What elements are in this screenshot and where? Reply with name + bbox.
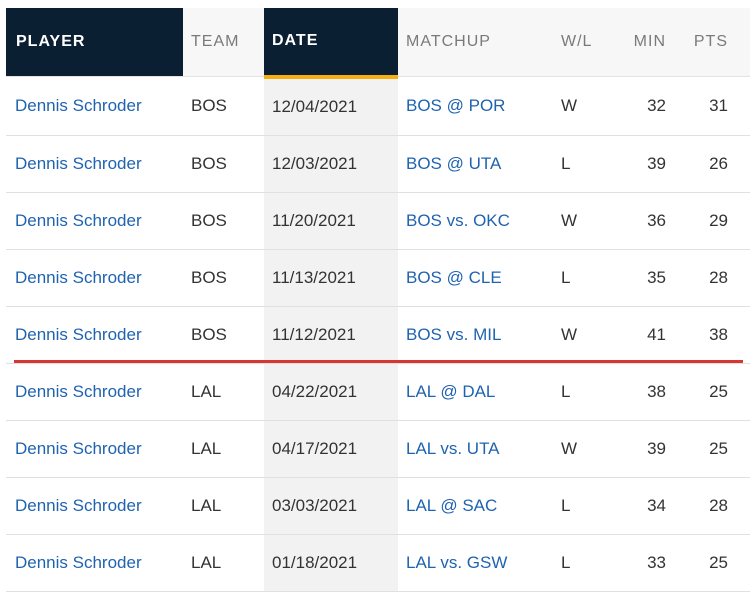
result-cell: L: [541, 249, 606, 307]
minutes-cell: 39: [606, 135, 668, 193]
date-cell: 11/13/2021: [264, 249, 398, 307]
header-row: PLAYER TEAM DATE MATCHUP W/L MIN PTS: [6, 8, 750, 79]
matchup-link[interactable]: LAL @ DAL: [398, 363, 541, 421]
points-cell: 38: [668, 306, 750, 364]
date-cell: 04/17/2021: [264, 420, 398, 478]
date-cell: 01/18/2021: [264, 534, 398, 592]
column-header-team[interactable]: TEAM: [183, 8, 264, 77]
points-cell: 25: [668, 363, 750, 421]
table-row: Dennis Schroder LAL 04/17/2021 LAL vs. U…: [6, 420, 750, 478]
date-cell: 04/22/2021: [264, 363, 398, 421]
table-row: Dennis Schroder LAL 04/22/2021 LAL @ DAL…: [6, 363, 750, 421]
matchup-link[interactable]: BOS @ UTA: [398, 135, 541, 193]
table-row: Dennis Schroder LAL 03/03/2021 LAL @ SAC…: [6, 477, 750, 535]
table-row: Dennis Schroder BOS 12/03/2021 BOS @ UTA…: [6, 135, 750, 193]
result-cell: L: [541, 477, 606, 535]
date-cell: 12/03/2021: [264, 135, 398, 193]
column-header-date-sorted[interactable]: DATE: [264, 8, 398, 79]
table-row: Dennis Schroder LAL 01/18/2021 LAL vs. G…: [6, 534, 750, 592]
minutes-cell: 34: [606, 477, 668, 535]
date-cell: 11/12/2021: [264, 306, 398, 364]
points-cell: 28: [668, 477, 750, 535]
minutes-cell: 32: [606, 76, 668, 136]
team-cell: LAL: [183, 477, 264, 535]
player-link[interactable]: Dennis Schroder: [6, 135, 183, 193]
matchup-link[interactable]: BOS @ POR: [398, 76, 541, 136]
points-cell: 25: [668, 420, 750, 478]
table-row: Dennis Schroder BOS 12/04/2021 BOS @ POR…: [6, 76, 750, 136]
matchup-link[interactable]: BOS vs. MIL: [398, 306, 541, 364]
date-cell: 11/20/2021: [264, 192, 398, 250]
player-link[interactable]: Dennis Schroder: [6, 420, 183, 478]
column-header-wl[interactable]: W/L: [541, 8, 606, 77]
player-link[interactable]: Dennis Schroder: [6, 477, 183, 535]
points-cell: 29: [668, 192, 750, 250]
player-link[interactable]: Dennis Schroder: [6, 76, 183, 136]
minutes-cell: 41: [606, 306, 668, 364]
matchup-link[interactable]: BOS @ CLE: [398, 249, 541, 307]
player-link[interactable]: Dennis Schroder: [6, 192, 183, 250]
column-header-pts[interactable]: PTS: [668, 8, 750, 77]
points-cell: 31: [668, 76, 750, 136]
table-row: Dennis Schroder BOS 11/12/2021 BOS vs. M…: [6, 306, 750, 364]
result-cell: L: [541, 363, 606, 421]
result-cell: L: [541, 135, 606, 193]
column-header-matchup[interactable]: MATCHUP: [398, 8, 541, 77]
team-cell: BOS: [183, 306, 264, 364]
table-header: PLAYER TEAM DATE MATCHUP W/L MIN PTS: [6, 8, 750, 79]
date-cell: 12/04/2021: [264, 76, 398, 136]
matchup-link[interactable]: LAL vs. UTA: [398, 420, 541, 478]
matchup-link[interactable]: BOS vs. OKC: [398, 192, 541, 250]
player-link[interactable]: Dennis Schroder: [6, 534, 183, 592]
table-row: Dennis Schroder BOS 11/13/2021 BOS @ CLE…: [6, 249, 750, 307]
matchup-link[interactable]: LAL vs. GSW: [398, 534, 541, 592]
table-row: Dennis Schroder BOS 11/20/2021 BOS vs. O…: [6, 192, 750, 250]
points-cell: 26: [668, 135, 750, 193]
points-cell: 25: [668, 534, 750, 592]
table-body: Dennis Schroder BOS 12/04/2021 BOS @ POR…: [6, 76, 750, 592]
column-header-min[interactable]: MIN: [606, 8, 668, 77]
player-link[interactable]: Dennis Schroder: [6, 249, 183, 307]
player-link[interactable]: Dennis Schroder: [6, 363, 183, 421]
team-cell: BOS: [183, 192, 264, 250]
season-divider-line: [14, 360, 743, 363]
team-cell: BOS: [183, 249, 264, 307]
team-cell: LAL: [183, 363, 264, 421]
player-link[interactable]: Dennis Schroder: [6, 306, 183, 364]
game-log-table: PLAYER TEAM DATE MATCHUP W/L MIN PTS Den…: [6, 8, 750, 592]
result-cell: W: [541, 192, 606, 250]
result-cell: W: [541, 76, 606, 136]
team-cell: BOS: [183, 135, 264, 193]
minutes-cell: 35: [606, 249, 668, 307]
date-cell: 03/03/2021: [264, 477, 398, 535]
column-header-player[interactable]: PLAYER: [6, 8, 183, 77]
minutes-cell: 33: [606, 534, 668, 592]
result-cell: W: [541, 306, 606, 364]
points-cell: 28: [668, 249, 750, 307]
team-cell: LAL: [183, 534, 264, 592]
team-cell: LAL: [183, 420, 264, 478]
result-cell: L: [541, 534, 606, 592]
minutes-cell: 38: [606, 363, 668, 421]
minutes-cell: 39: [606, 420, 668, 478]
matchup-link[interactable]: LAL @ SAC: [398, 477, 541, 535]
result-cell: W: [541, 420, 606, 478]
minutes-cell: 36: [606, 192, 668, 250]
team-cell: BOS: [183, 76, 264, 136]
